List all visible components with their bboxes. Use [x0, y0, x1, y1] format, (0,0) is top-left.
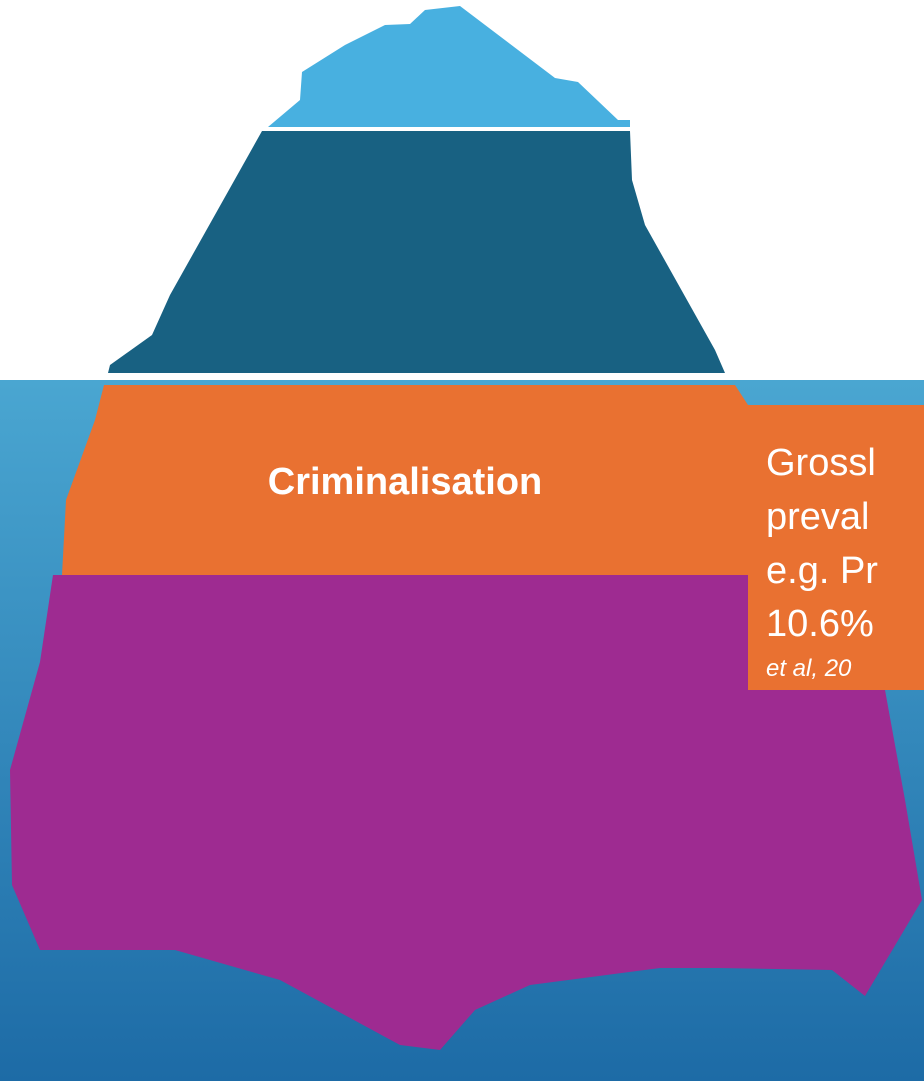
iceberg-tip [268, 6, 630, 127]
callout-line: 10.6% [766, 603, 874, 645]
callout-line: Grossl [766, 442, 876, 484]
scene: Criminalisation Grossl preval e.g. Pr 10… [0, 6, 924, 1081]
iceberg-upper [108, 131, 725, 373]
callout-line: preval [766, 496, 870, 538]
callout-line: e.g. Pr [766, 550, 878, 592]
iceberg-diagram: Criminalisation Grossl preval e.g. Pr 10… [0, 0, 924, 1081]
callout-citation: et al, 20 [766, 655, 852, 682]
layer-label: Criminalisation [268, 461, 543, 503]
page: Criminalisation Grossl preval e.g. Pr 10… [0, 0, 924, 1081]
